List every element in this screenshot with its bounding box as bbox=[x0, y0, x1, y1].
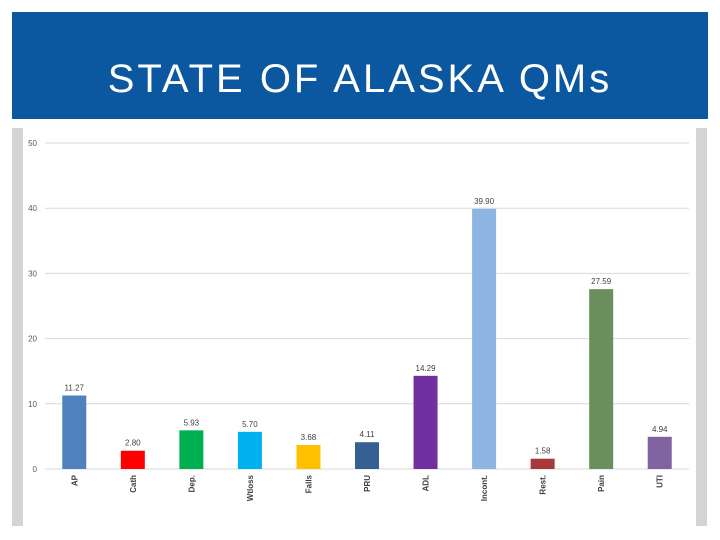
data-label: 4.94 bbox=[652, 425, 668, 434]
data-label: 4.11 bbox=[360, 430, 376, 439]
data-label: 3.68 bbox=[301, 433, 317, 442]
data-label: 11.27 bbox=[65, 384, 85, 393]
x-tick-label: AP bbox=[70, 474, 79, 486]
data-label: 1.58 bbox=[535, 447, 551, 456]
page-title: STATE OF ALASKA QMs bbox=[107, 57, 613, 101]
data-label: 39.90 bbox=[474, 197, 495, 206]
bar-falls bbox=[296, 445, 321, 469]
data-label: 14.29 bbox=[416, 364, 437, 373]
chart-area: 0 10 20 30 40 50 11.27 AP 2.80 Cath 5.93 Dep. 5.70 Wt… bbox=[23, 128, 696, 526]
right-side-bar bbox=[696, 128, 707, 526]
x-tick-label: UTI bbox=[656, 475, 665, 488]
bar-pru bbox=[355, 442, 379, 469]
y-tick-label: 30 bbox=[28, 269, 37, 278]
bar-uti bbox=[647, 436, 672, 469]
x-tick-label: PRU bbox=[363, 475, 372, 492]
bar-incont bbox=[472, 208, 497, 469]
bar-wtloss bbox=[237, 431, 262, 469]
title-bar: STATE OF ALASKA QMs bbox=[12, 12, 708, 119]
x-tick-label: Wtloss bbox=[246, 474, 255, 501]
data-label: 5.70 bbox=[242, 420, 258, 429]
bar-pain bbox=[589, 289, 614, 469]
x-tick-label: Pain bbox=[597, 475, 606, 492]
x-tick-label: Cath bbox=[129, 475, 138, 493]
x-tick-label: Dep. bbox=[187, 475, 196, 492]
bar-rest bbox=[530, 458, 555, 469]
y-tick-label: 10 bbox=[28, 400, 37, 409]
bar-ap bbox=[62, 395, 87, 469]
y-tick-label: 0 bbox=[33, 465, 38, 474]
left-side-bar bbox=[12, 128, 23, 526]
x-tick-label: ADL bbox=[422, 475, 431, 492]
x-tick-label: Falls bbox=[304, 474, 313, 493]
data-label: 27.59 bbox=[591, 277, 612, 286]
x-tick-label: Incont. bbox=[480, 475, 489, 501]
bar-chart: 0 10 20 30 40 50 11.27 AP 2.80 Cath 5.93 Dep. 5.70 Wt… bbox=[28, 139, 689, 501]
y-tick-label: 40 bbox=[28, 204, 37, 213]
y-tick-label: 20 bbox=[28, 335, 37, 344]
data-label: 5.93 bbox=[184, 418, 200, 427]
data-label: 2.80 bbox=[125, 439, 141, 448]
bar-adl bbox=[413, 375, 438, 469]
y-tick-label: 50 bbox=[28, 139, 37, 148]
bar-dep bbox=[179, 430, 204, 469]
x-tick-label: Rest. bbox=[539, 475, 548, 495]
bar-cath bbox=[120, 450, 145, 469]
